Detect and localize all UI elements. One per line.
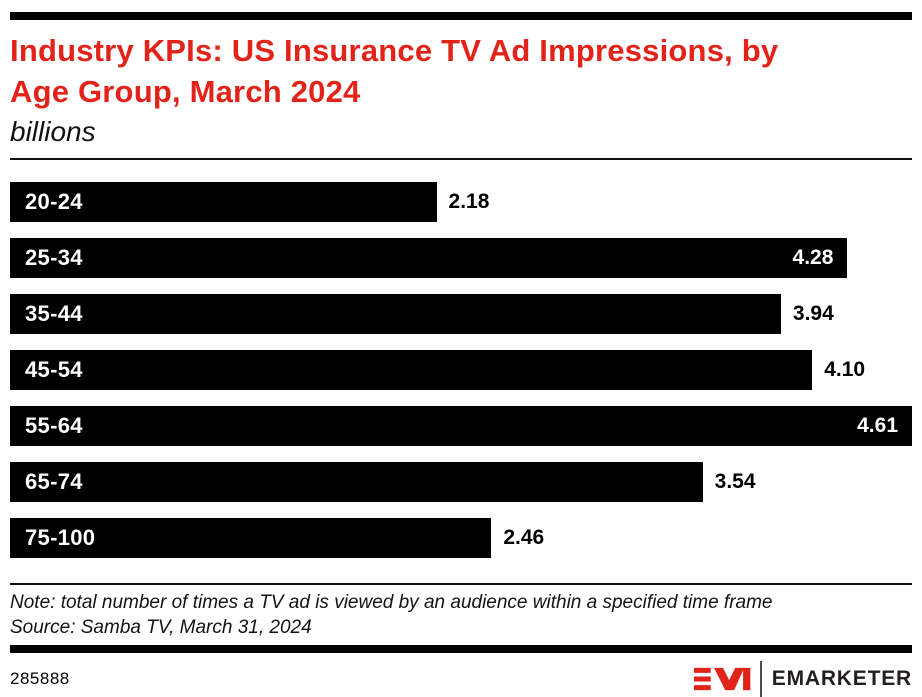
bar-chart: 20-24 2.18 25-34 4.28 35-44 3.94 45-54 4.10 55-6… xyxy=(10,182,912,558)
bar-category-label: 55-64 xyxy=(25,413,83,438)
note-divider xyxy=(10,583,912,585)
bar-value-label: 3.54 xyxy=(714,470,756,493)
bottom-rule xyxy=(10,645,912,653)
chart-source: Source: Samba TV, March 31, 2024 xyxy=(10,617,312,638)
bar-row-35-44: 35-44 3.94 xyxy=(10,294,912,334)
em-monogram-icon xyxy=(693,667,751,691)
footer: 285888 EMARKETER xyxy=(10,661,912,697)
bar-category-label: 65-74 xyxy=(25,469,83,494)
logo-divider xyxy=(759,661,762,697)
bar-55-64: 55-64 4.61 xyxy=(10,406,912,446)
emarketer-logo: EMARKETER xyxy=(693,660,912,697)
top-rule xyxy=(10,12,912,20)
bar-value-label: 4.28 xyxy=(792,246,834,269)
emarketer-wordmark: EMARKETER xyxy=(771,667,912,690)
bar-row-65-74: 65-74 3.54 xyxy=(10,462,912,502)
bar-value-label: 4.61 xyxy=(857,414,898,437)
bar-row-25-34: 25-34 4.28 xyxy=(10,238,912,278)
bar-45-54: 45-54 xyxy=(10,350,813,390)
header-divider xyxy=(10,158,912,160)
chart-note: Note: total number of times a TV ad is v… xyxy=(10,592,773,613)
bar-20-24: 20-24 xyxy=(10,182,437,222)
bar-value-label: 4.10 xyxy=(824,358,866,381)
bar-65-74: 65-74 xyxy=(10,462,703,502)
bar-category-label: 35-44 xyxy=(25,301,83,326)
bar-75-100: 75-100 xyxy=(10,518,492,558)
bar-value-label: 3.94 xyxy=(792,302,834,325)
page-title-line2: Age Group, March 2024 xyxy=(10,74,361,109)
bar-25-34: 25-34 4.28 xyxy=(10,238,848,278)
page-title-line1: Industry KPIs: US Insurance TV Ad Impres… xyxy=(10,33,779,68)
bar-category-label: 25-34 xyxy=(25,245,83,270)
bar-row-75-100: 75-100 2.46 xyxy=(10,518,912,558)
page-title: Industry KPIs: US Insurance TV Ad Impres… xyxy=(10,30,912,112)
bar-category-label: 75-100 xyxy=(25,525,96,550)
bar-category-label: 45-54 xyxy=(25,357,83,382)
bar-value-label: 2.18 xyxy=(448,190,490,213)
bar-row-45-54: 45-54 4.10 xyxy=(10,350,912,390)
bar-category-label: 20-24 xyxy=(25,189,83,214)
bar-row-55-64: 55-64 4.61 xyxy=(10,406,912,446)
bar-35-44: 35-44 xyxy=(10,294,781,334)
bar-row-20-24: 20-24 2.18 xyxy=(10,182,912,222)
bar-value-label: 2.46 xyxy=(503,526,545,549)
chart-id: 285888 xyxy=(10,669,70,688)
units-label: billions xyxy=(10,116,96,147)
